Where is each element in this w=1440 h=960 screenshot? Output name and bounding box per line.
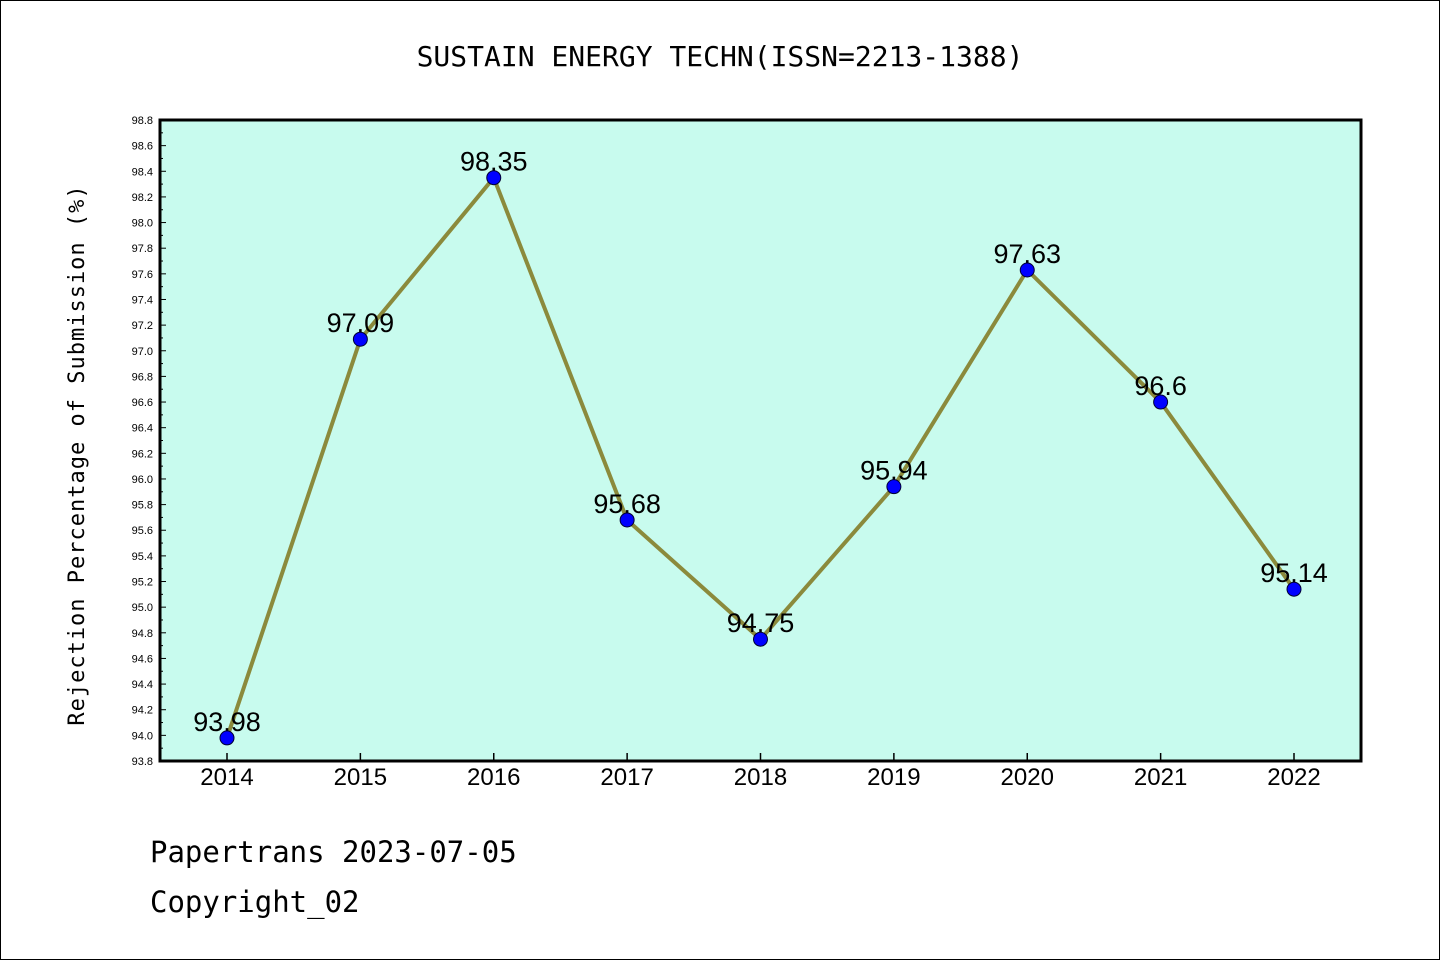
y-tick-label: 95.2 — [132, 577, 153, 589]
y-tick-label: 96.0 — [132, 474, 153, 486]
y-tick-label: 94.4 — [132, 679, 153, 691]
y-axis-label: Rejection Percentage of Submission (%) — [65, 184, 90, 725]
footer-copyright: Copyright_02 — [150, 885, 360, 919]
y-tick-label: 98.2 — [132, 192, 153, 204]
data-point-marker — [1019, 262, 1035, 278]
data-point-marker — [886, 479, 902, 495]
x-axis: 2014 2015 2016 2017 2018 2019 2020 2021 2022 — [200, 753, 1321, 791]
y-tick-label: 95.4 — [132, 551, 153, 563]
x-tick-label: 2019 — [867, 764, 920, 791]
y-tick-label: 93.8 — [132, 756, 153, 768]
chart-title: SUSTAIN ENERGY TECHN(ISSN=2213-1388) — [417, 40, 1024, 73]
x-tick-label: 2022 — [1267, 764, 1320, 791]
y-tick-label: 95.6 — [132, 525, 153, 537]
footer-date: Papertrans 2023-07-05 — [150, 835, 517, 869]
y-tick-label: 96.2 — [132, 448, 153, 460]
x-tick-label: 2017 — [600, 764, 653, 791]
y-tick-label: 97.4 — [132, 294, 153, 306]
x-tick-label: 2018 — [734, 764, 787, 791]
y-tick-label: 98.8 — [132, 115, 153, 127]
y-tick-label: 95.0 — [132, 602, 153, 614]
y-tick-label: 94.2 — [132, 705, 153, 717]
y-tick-label: 96.8 — [132, 371, 153, 383]
y-tick-label: 98.0 — [132, 218, 153, 230]
plot-area — [158, 118, 1363, 763]
x-tick-label: 2020 — [1001, 764, 1054, 791]
data-point-marker — [486, 170, 502, 186]
x-tick-label: 2021 — [1134, 764, 1187, 791]
y-tick-label: 97.6 — [132, 269, 153, 281]
y-tick-label: 94.8 — [132, 628, 153, 640]
data-point-marker — [352, 331, 368, 347]
y-tick-label: 94.0 — [132, 730, 153, 742]
y-tick-label: 96.4 — [132, 423, 153, 435]
data-markers — [219, 170, 1302, 746]
data-point-marker — [1153, 394, 1169, 410]
data-point-marker — [753, 631, 768, 647]
data-point-marker — [219, 730, 235, 746]
y-tick-label: 98.6 — [132, 141, 153, 153]
data-point-marker — [1286, 581, 1302, 597]
y-tick-label: 97.2 — [132, 320, 153, 332]
y-axis: 93.8 94.0 94.2 94.4 94.6 94.8 95.0 95.2 95.4 95.6… — [132, 115, 166, 768]
y-tick-label: 95.8 — [132, 500, 153, 512]
x-tick-label: 2015 — [334, 764, 387, 791]
y-tick-label: 94.6 — [132, 653, 153, 665]
y-tick-label: 97.0 — [132, 346, 153, 358]
x-tick-label: 2016 — [467, 764, 520, 791]
y-tick-label: 96.6 — [132, 397, 153, 409]
data-point-marker — [619, 512, 635, 528]
y-tick-label: 97.8 — [132, 243, 153, 255]
x-tick-label: 2014 — [200, 764, 253, 791]
y-tick-label: 98.4 — [132, 166, 153, 178]
